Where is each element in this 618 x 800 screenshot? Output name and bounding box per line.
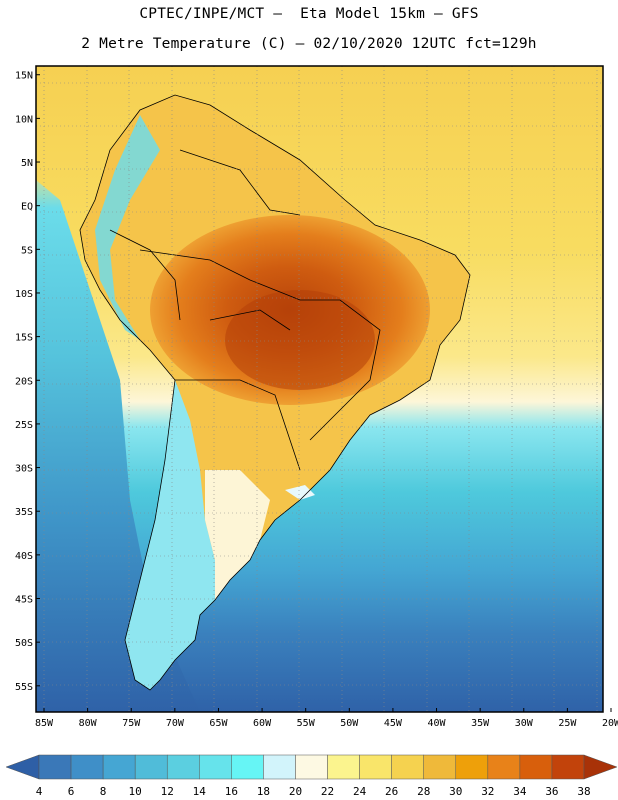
colorbar-label: 12: [161, 785, 174, 798]
lat-label: 35S: [15, 507, 33, 518]
colorbar-box: [391, 754, 424, 780]
colorbar-label: 32: [481, 785, 494, 798]
colorbar-label: 38: [577, 785, 590, 798]
lon-label: 45W: [384, 718, 403, 729]
lon-label: 65W: [209, 718, 228, 729]
colorbar-box: [199, 754, 232, 780]
colorbar-arrow-high: [583, 754, 618, 780]
colorbar-label: 20: [289, 785, 302, 798]
lat-label: 15N: [15, 71, 33, 82]
latitude-axis: 15N 10N 5N EQ 5S 10S 15S 20S 25S 30S 35S 40S 45S 50S 5…: [15, 71, 40, 693]
lon-label: 75W: [122, 718, 141, 729]
country-borders: [79, 94, 471, 691]
colorbar-label: 24: [353, 785, 367, 798]
map-panel: [36, 66, 603, 712]
lat-label: 25S: [15, 420, 33, 431]
lat-label: 30S: [15, 464, 33, 475]
colorbar-label: 22: [321, 785, 334, 798]
lat-label: 50S: [15, 638, 33, 649]
colorbar-box: [38, 754, 72, 780]
colorbar-arrow-low: [5, 754, 40, 780]
lon-label: 80W: [79, 718, 98, 729]
colorbar-label: 28: [417, 785, 430, 798]
lat-label: 10N: [15, 114, 33, 125]
colorbar-box: [327, 754, 360, 780]
colorbar-box: [70, 754, 104, 780]
colorbar-labels: 4 6 8 10 12 14 16 18 20 22 24 26 28 30 32 34 36 38: [36, 785, 591, 798]
lat-label: 10S: [15, 289, 33, 300]
lon-label: 60W: [253, 718, 272, 729]
lat-label: 40S: [15, 551, 33, 562]
title-line-variable: 2 Metre Temperature (C) – 02/10/2020 12U…: [81, 36, 537, 52]
colorbar-label: 16: [225, 785, 238, 798]
andes-north-strip: [95, 115, 160, 340]
pacific-ocean-field: [36, 66, 200, 712]
colorbar-label: 10: [129, 785, 142, 798]
colorbar-label: 8: [100, 785, 107, 798]
colorbar-box: [551, 754, 585, 780]
lon-label: 50W: [340, 718, 359, 729]
hot-core-central: [225, 290, 375, 390]
colorbar-label: 26: [385, 785, 398, 798]
lon-label: 40W: [428, 718, 447, 729]
lon-label: 70W: [166, 718, 185, 729]
colorbar-label: 34: [513, 785, 527, 798]
colorbar-box: [423, 754, 457, 780]
colorbar-box: [455, 754, 489, 780]
colorbar-box: [359, 754, 392, 780]
longitude-axis: 85W 80W 75W 70W 65W 60W 55W 50W 45W 40W 35W 30W 25W 2…: [35, 708, 618, 729]
colorbar-box: [102, 754, 136, 780]
graticule: [36, 66, 603, 712]
lon-label: 55W: [297, 718, 316, 729]
lat-label: 55S: [15, 682, 33, 693]
lat-label: 20S: [15, 376, 33, 387]
lon-label: 85W: [35, 718, 54, 729]
colorbar-label: 14: [193, 785, 207, 798]
lon-label: 25W: [558, 718, 577, 729]
colorbar-label: 6: [68, 785, 75, 798]
lat-label: 15S: [15, 333, 33, 344]
lon-label: 30W: [515, 718, 534, 729]
colorbar-box: [263, 754, 296, 780]
colorbar-box: [231, 754, 264, 780]
map-frame: [35, 65, 604, 713]
patagonia-mild-zone: [205, 470, 270, 600]
colorbar-label: 36: [545, 785, 558, 798]
lat-label: EQ: [21, 202, 33, 213]
colorbar-box: [487, 754, 521, 780]
colorbar-label: 30: [449, 785, 462, 798]
colorbar-box: [166, 754, 200, 780]
colorbar-box: [134, 754, 168, 780]
title-line-model: CPTEC/INPE/MCT – Eta Model 15km – GFS: [139, 6, 479, 22]
lon-label: 35W: [471, 718, 490, 729]
colorbar-label: 18: [257, 785, 270, 798]
lat-label: 45S: [15, 595, 33, 606]
colorbar-box: [519, 754, 553, 780]
rio-de-la-plata: [285, 485, 315, 500]
colorbar-box: [295, 754, 328, 780]
temperature-colorbar: [5, 754, 618, 780]
lat-label: 5N: [21, 158, 33, 169]
andes-cold-belt: [125, 380, 215, 690]
lon-label: 20W: [602, 718, 618, 729]
colorbar-label: 4: [36, 785, 43, 798]
lat-label: 5S: [21, 245, 33, 256]
